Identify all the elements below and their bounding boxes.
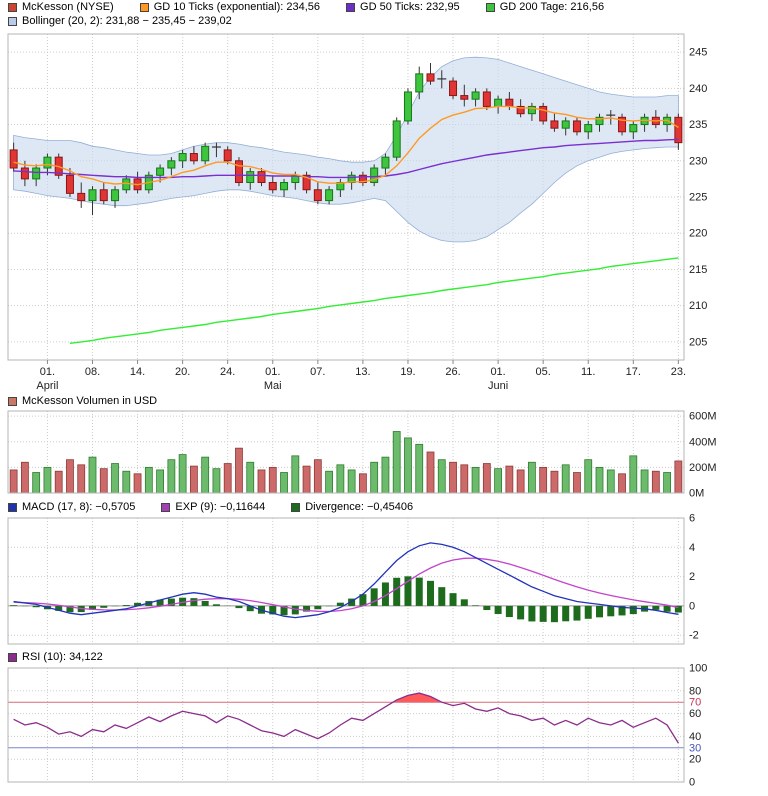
legend-label-gd50: GD 50 Ticks: 232,95 xyxy=(360,1,460,13)
svg-text:400M: 400M xyxy=(689,436,717,448)
svg-text:70: 70 xyxy=(689,697,701,709)
svg-text:14.: 14. xyxy=(130,366,145,378)
svg-text:17.: 17. xyxy=(626,366,641,378)
legend-item-mckesson: McKesson (NYSE) xyxy=(8,1,114,13)
svg-text:6: 6 xyxy=(689,514,695,525)
svg-text:2: 2 xyxy=(689,571,695,583)
svg-text:0M: 0M xyxy=(689,488,704,500)
svg-text:600M: 600M xyxy=(689,411,717,423)
volume-chart-canvas: 0M 200M 400M 600M xyxy=(7,410,717,500)
svg-text:20.: 20. xyxy=(175,366,190,378)
svg-text:01.: 01. xyxy=(265,366,280,378)
legend-row-bollinger: Bollinger (20, 2): 231,88 − 235,45 − 239… xyxy=(0,14,768,28)
svg-text:11.: 11. xyxy=(581,366,595,378)
mckesson-swatch-icon xyxy=(8,2,17,12)
svg-text:240: 240 xyxy=(689,83,707,95)
macd-swatch-icon xyxy=(8,502,17,512)
svg-text:05.: 05. xyxy=(536,366,551,378)
svg-text:20: 20 xyxy=(689,754,701,766)
svg-text:245: 245 xyxy=(689,47,707,59)
legend-item-rsi: RSI (10): 34,122 xyxy=(8,651,103,663)
legend-item-exp: EXP (9): −0,11644 xyxy=(161,501,265,513)
legend-label-macd: MACD (17, 8): −0,5705 xyxy=(22,501,136,513)
svg-text:80: 80 xyxy=(689,685,701,697)
legend-item-macd: MACD (17, 8): −0,5705 xyxy=(8,501,135,513)
gd200-swatch-icon xyxy=(485,2,495,12)
svg-text:-2: -2 xyxy=(689,630,699,642)
svg-text:210: 210 xyxy=(689,300,707,312)
legend-label-bollinger: Bollinger (20, 2): 231,88 − 235,45 − 239… xyxy=(22,15,232,27)
legend-row-rsi: RSI (10): 34,122 xyxy=(0,650,768,664)
macd-chart-canvas: -2 0 2 4 6 xyxy=(7,514,699,645)
svg-text:200M: 200M xyxy=(689,462,717,474)
svg-text:215: 215 xyxy=(689,264,707,276)
svg-text:01.: 01. xyxy=(40,366,55,378)
svg-text:13.: 13. xyxy=(355,366,370,378)
legend-label-divergence: Divergence: −0,45406 xyxy=(305,501,414,513)
svg-text:08.: 08. xyxy=(85,366,100,378)
svg-text:April: April xyxy=(36,380,58,392)
legend-item-gd10: GD 10 Ticks (exponential): 234,56 xyxy=(139,1,321,13)
svg-text:100: 100 xyxy=(689,664,707,675)
legend-item-gd50: GD 50 Ticks: 232,95 xyxy=(346,1,460,13)
svg-text:235: 235 xyxy=(689,119,707,131)
svg-text:230: 230 xyxy=(689,155,707,167)
svg-text:60: 60 xyxy=(689,708,701,720)
svg-text:4: 4 xyxy=(689,542,695,554)
legend-label-gd200: GD 200 Tage: 216,56 xyxy=(499,1,605,13)
legend-label-mckesson: McKesson (NYSE) xyxy=(22,1,114,13)
price-chart-canvas: 205 210 215 220 225 230 235 240 245 01. 08. 14. 20. 2… xyxy=(7,33,707,392)
svg-text:225: 225 xyxy=(689,192,707,204)
legend-row-macd: MACD (17, 8): −0,5705 EXP (9): −0,11644 … xyxy=(0,500,768,514)
legend-label-gd10: GD 10 Ticks (exponential): 234,56 xyxy=(153,1,321,13)
svg-text:Juni: Juni xyxy=(488,380,508,392)
legend-label-rsi: RSI (10): 34,122 xyxy=(22,651,103,663)
exp-swatch-icon xyxy=(161,502,171,512)
svg-text:40: 40 xyxy=(689,731,701,743)
legend-item-gd200: GD 200 Tage: 216,56 xyxy=(485,1,605,13)
legend-item-divergence: Divergence: −0,45406 xyxy=(291,501,413,513)
legend-row-volume: McKesson Volumen in USD xyxy=(0,394,768,408)
svg-text:19.: 19. xyxy=(400,366,415,378)
legend-item-bollinger: Bollinger (20, 2): 231,88 − 235,45 − 239… xyxy=(8,15,232,27)
svg-text:Mai: Mai xyxy=(264,380,282,392)
svg-text:07.: 07. xyxy=(310,366,325,378)
legend-label-exp: EXP (9): −0,11644 xyxy=(175,501,266,513)
svg-text:24.: 24. xyxy=(220,366,235,378)
gd10-swatch-icon xyxy=(139,2,149,12)
svg-text:23.: 23. xyxy=(671,366,686,378)
legend-row-main: McKesson (NYSE) GD 10 Ticks (exponential… xyxy=(0,0,768,14)
divergence-swatch-icon xyxy=(291,502,301,512)
svg-text:205: 205 xyxy=(689,336,707,348)
legend-label-volume: McKesson Volumen in USD xyxy=(22,395,158,407)
svg-text:26.: 26. xyxy=(445,366,460,378)
svg-text:0: 0 xyxy=(689,777,695,787)
svg-text:220: 220 xyxy=(689,228,707,240)
svg-text:30: 30 xyxy=(689,742,701,754)
bollinger-swatch-icon xyxy=(8,16,17,26)
gd50-swatch-icon xyxy=(346,2,356,12)
svg-text:0: 0 xyxy=(689,600,695,612)
rsi-swatch-icon xyxy=(8,652,17,662)
legend-item-volume: McKesson Volumen in USD xyxy=(8,395,157,407)
volume-swatch-icon xyxy=(8,396,17,406)
svg-text:01.: 01. xyxy=(490,366,505,378)
